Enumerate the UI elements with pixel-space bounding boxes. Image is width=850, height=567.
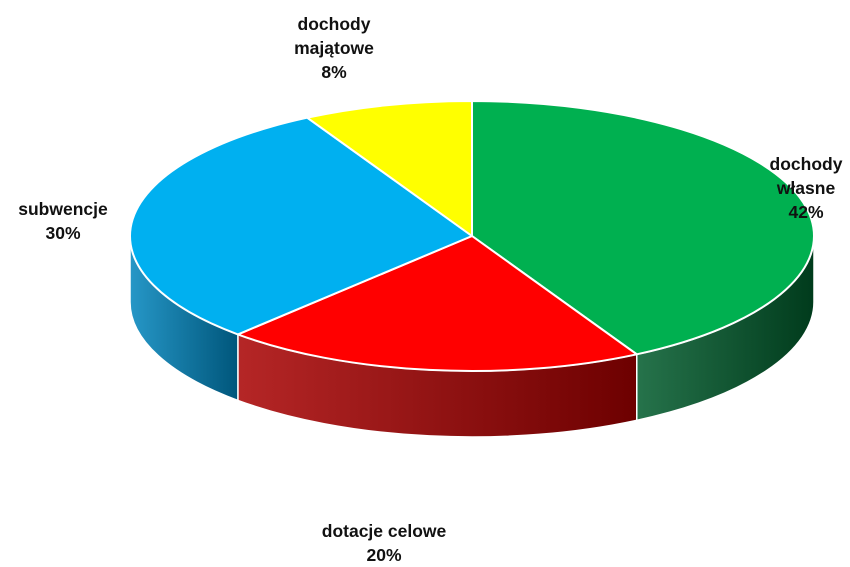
pie-slice-3 — [129, 116, 473, 336]
pie-labels: dochody własne 42% dotacje celowe 20% subwenc… — [18, 14, 842, 565]
pie-slice-2 — [236, 235, 638, 372]
slice-label-4: dochody majątowe 8% — [294, 14, 374, 82]
pie-slice-4 — [306, 100, 473, 237]
pie-top-slices — [129, 100, 815, 372]
slice-label-3: subwencje 30% — [18, 199, 108, 243]
slice-label-2: dotacje celowe 20% — [322, 521, 447, 565]
slice-label-1: dochody własne 42% — [770, 154, 843, 222]
pie-slice-1 — [471, 100, 815, 356]
